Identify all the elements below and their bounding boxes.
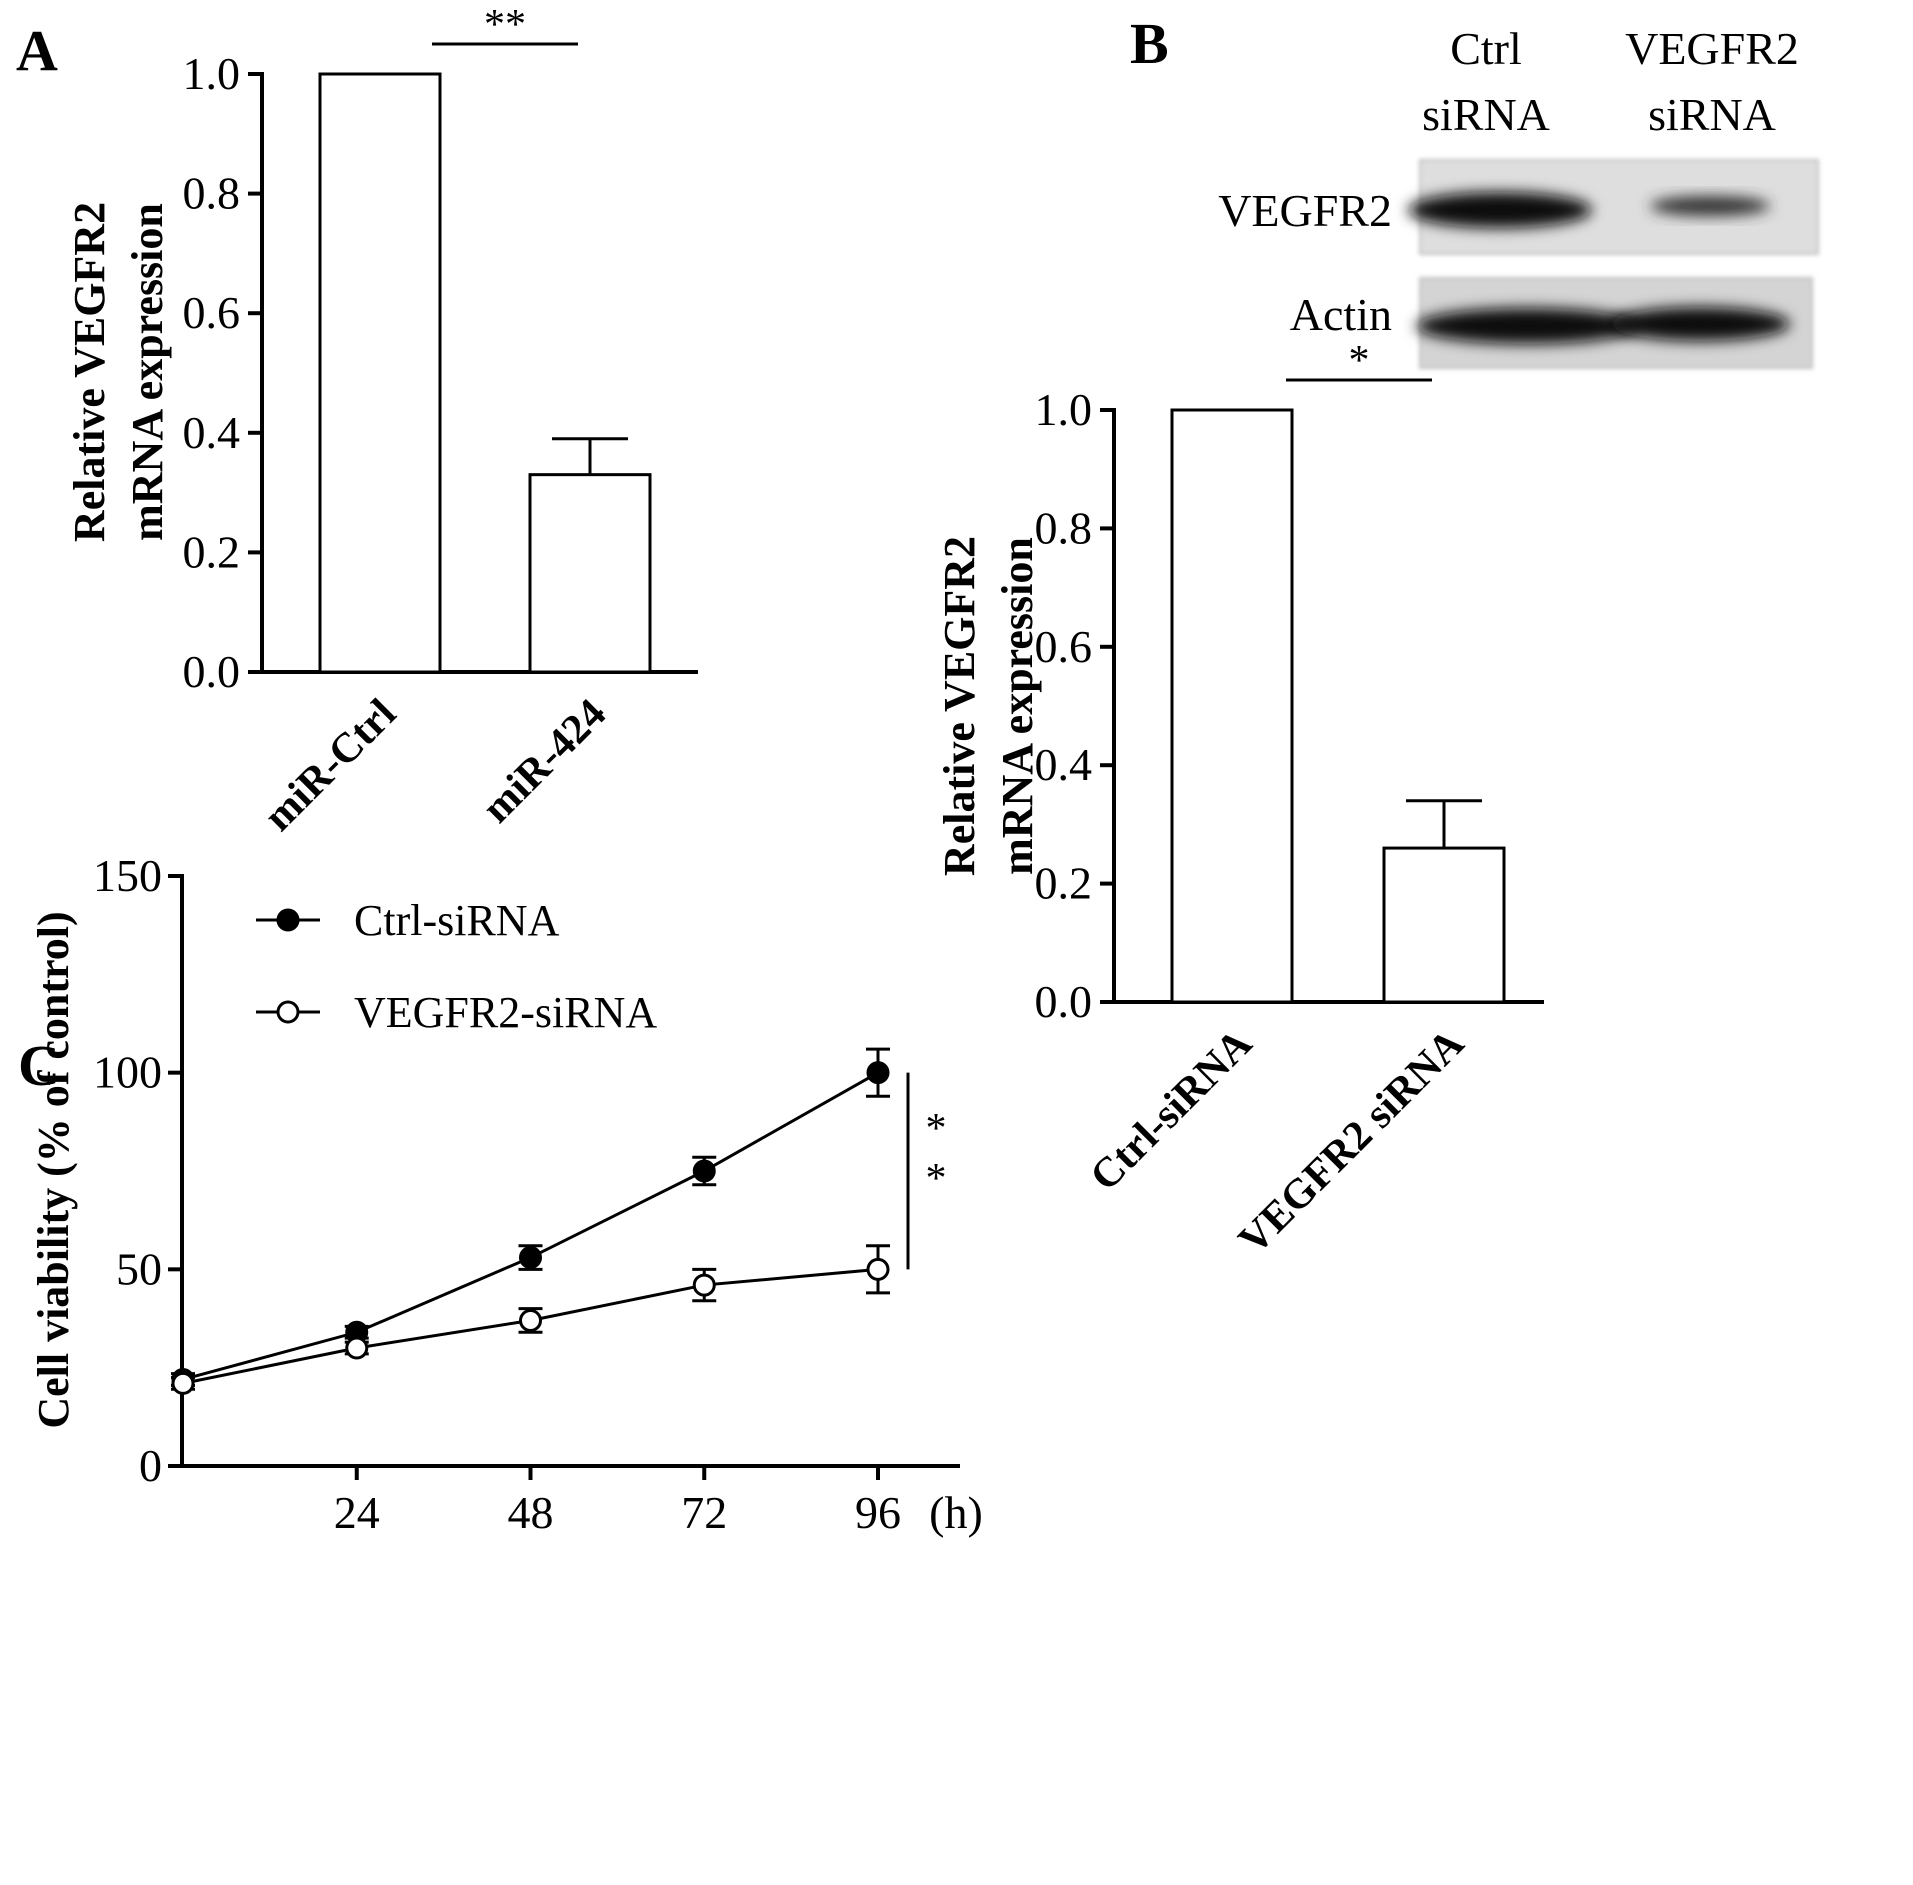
panel-c-data-point <box>345 1336 369 1360</box>
panel-a-bar <box>528 473 652 674</box>
panel-c-legend-label: Ctrl-siRNA <box>354 896 560 945</box>
panel-a-category-label: miR-424 <box>474 691 615 832</box>
blot-row-label-actin: Actin <box>1290 289 1392 340</box>
panel-b-category-label: VEGFR2 siRNA <box>1230 1020 1473 1263</box>
panel-a-bar-chart: 0.0 0.2 0.4 0.6 0.8 1.0 Relative VEGFR2 mRNA ex… <box>65 2 698 840</box>
panel-a-y-tick-label: 1.0 <box>183 48 241 99</box>
panel-c-label: C <box>18 1033 60 1098</box>
panel-b-significance-stars: * <box>1349 338 1370 384</box>
panel-b-y-tick-label: 0.4 <box>1035 739 1093 790</box>
panel-c-significance-star: * <box>926 1156 947 1202</box>
panel-c-x-tick-label: 48 <box>508 1487 554 1538</box>
panel-c-y-tick-label: 100 <box>93 1047 162 1098</box>
panel-c-y-tick-label: 0 <box>139 1440 162 1491</box>
panel-a-y-tick-label: 0.0 <box>183 646 241 697</box>
panel-b-western-blot: Ctrl siRNA VEGFR2 siRNA VEGFR2 Actin <box>1218 23 1819 369</box>
panel-c-x-tick-label: 96 <box>855 1487 901 1538</box>
panel-b-y-tick-label: 0.8 <box>1035 502 1093 553</box>
band-vegfr2-ctrl <box>1408 192 1592 228</box>
lane1-label-line2: siRNA <box>1422 89 1550 140</box>
panel-c-x-unit: (h) <box>929 1487 983 1538</box>
panel-c-data-point <box>519 1246 542 1270</box>
panel-a-y-tick-label: 0.6 <box>183 287 241 338</box>
blot-row-label-vegfr2: VEGFR2 <box>1218 185 1392 236</box>
panel-b-y-tick-label: 0.0 <box>1035 976 1093 1027</box>
panel-c-data-point <box>692 1273 716 1297</box>
panel-b-label: B <box>1130 11 1169 76</box>
panel-c-legend-marker <box>276 908 300 932</box>
panel-c-x-tick-label: 24 <box>334 1487 380 1538</box>
panel-c-y-axis-label: Cell viability (% of control) <box>29 911 78 1428</box>
panel-b-bar <box>1382 846 1506 1004</box>
band-vegfr2-knockdown <box>1650 196 1770 216</box>
panel-c-y-tick-label: 50 <box>116 1243 162 1294</box>
panel-b-y-axis-label: mRNA expression <box>993 537 1042 875</box>
panel-a-y-tick-label: 0.8 <box>183 168 241 219</box>
panel-c-line-chart: 0 50 100 150 24 48 72 96 (h) Cell viability (% of… <box>29 850 983 1538</box>
panel-a-y-axis-label: mRNA expression <box>123 203 172 541</box>
band-actin-ctrl <box>1416 308 1640 344</box>
panel-c-data-point <box>866 1061 890 1085</box>
lane1-label-line1: Ctrl <box>1450 23 1522 74</box>
panel-a-label: A <box>16 18 58 83</box>
panel-c-data-point <box>692 1159 716 1183</box>
panel-b-y-tick-label: 0.2 <box>1035 858 1093 909</box>
panel-c-y-tick-label: 150 <box>93 850 162 901</box>
panel-a-category-label: miR-Ctrl <box>255 691 405 841</box>
panel-b-y-axis-label: Relative VEGFR2 <box>935 536 984 876</box>
panel-a-y-tick-label: 0.4 <box>183 407 241 458</box>
panel-a-y-tick-label: 0.2 <box>183 526 241 577</box>
panel-b-bar <box>1170 408 1294 1004</box>
panel-b-bar-chart: 0.0 0.2 0.4 0.6 0.8 1.0 Relative VEGFR2 mRNA ex… <box>935 338 1544 1263</box>
band-actin-knockdown <box>1610 307 1790 341</box>
panel-c-data-point <box>866 1257 890 1281</box>
panel-c-x-tick-label: 72 <box>681 1487 727 1538</box>
panel-c-data-point <box>171 1371 195 1395</box>
lane2-label-line1: VEGFR2 <box>1625 23 1799 74</box>
panel-b-category-label: Ctrl-siRNA <box>1082 1020 1262 1200</box>
panel-a-significance-stars: ** <box>484 2 526 48</box>
panel-c-legend-label: VEGFR2-siRNA <box>354 988 657 1037</box>
panel-c-significance-star: * <box>926 1106 947 1152</box>
panel-a-y-axis-label: Relative VEGFR2 <box>65 202 114 542</box>
panel-b-y-tick-label: 0.6 <box>1035 621 1093 672</box>
panel-c-legend-marker <box>276 1000 300 1024</box>
panel-b-y-tick-label: 1.0 <box>1035 384 1093 435</box>
panel-c-data-point <box>519 1308 542 1332</box>
lane2-label-line2: siRNA <box>1648 89 1776 140</box>
panel-a-bar <box>318 72 442 674</box>
